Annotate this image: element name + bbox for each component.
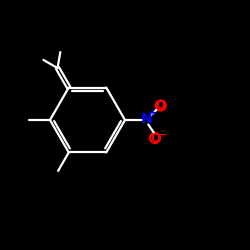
Text: N: N bbox=[140, 112, 152, 126]
Text: O: O bbox=[156, 99, 166, 112]
Text: −: − bbox=[158, 130, 167, 140]
Text: O: O bbox=[150, 132, 160, 144]
Text: +: + bbox=[149, 108, 157, 118]
